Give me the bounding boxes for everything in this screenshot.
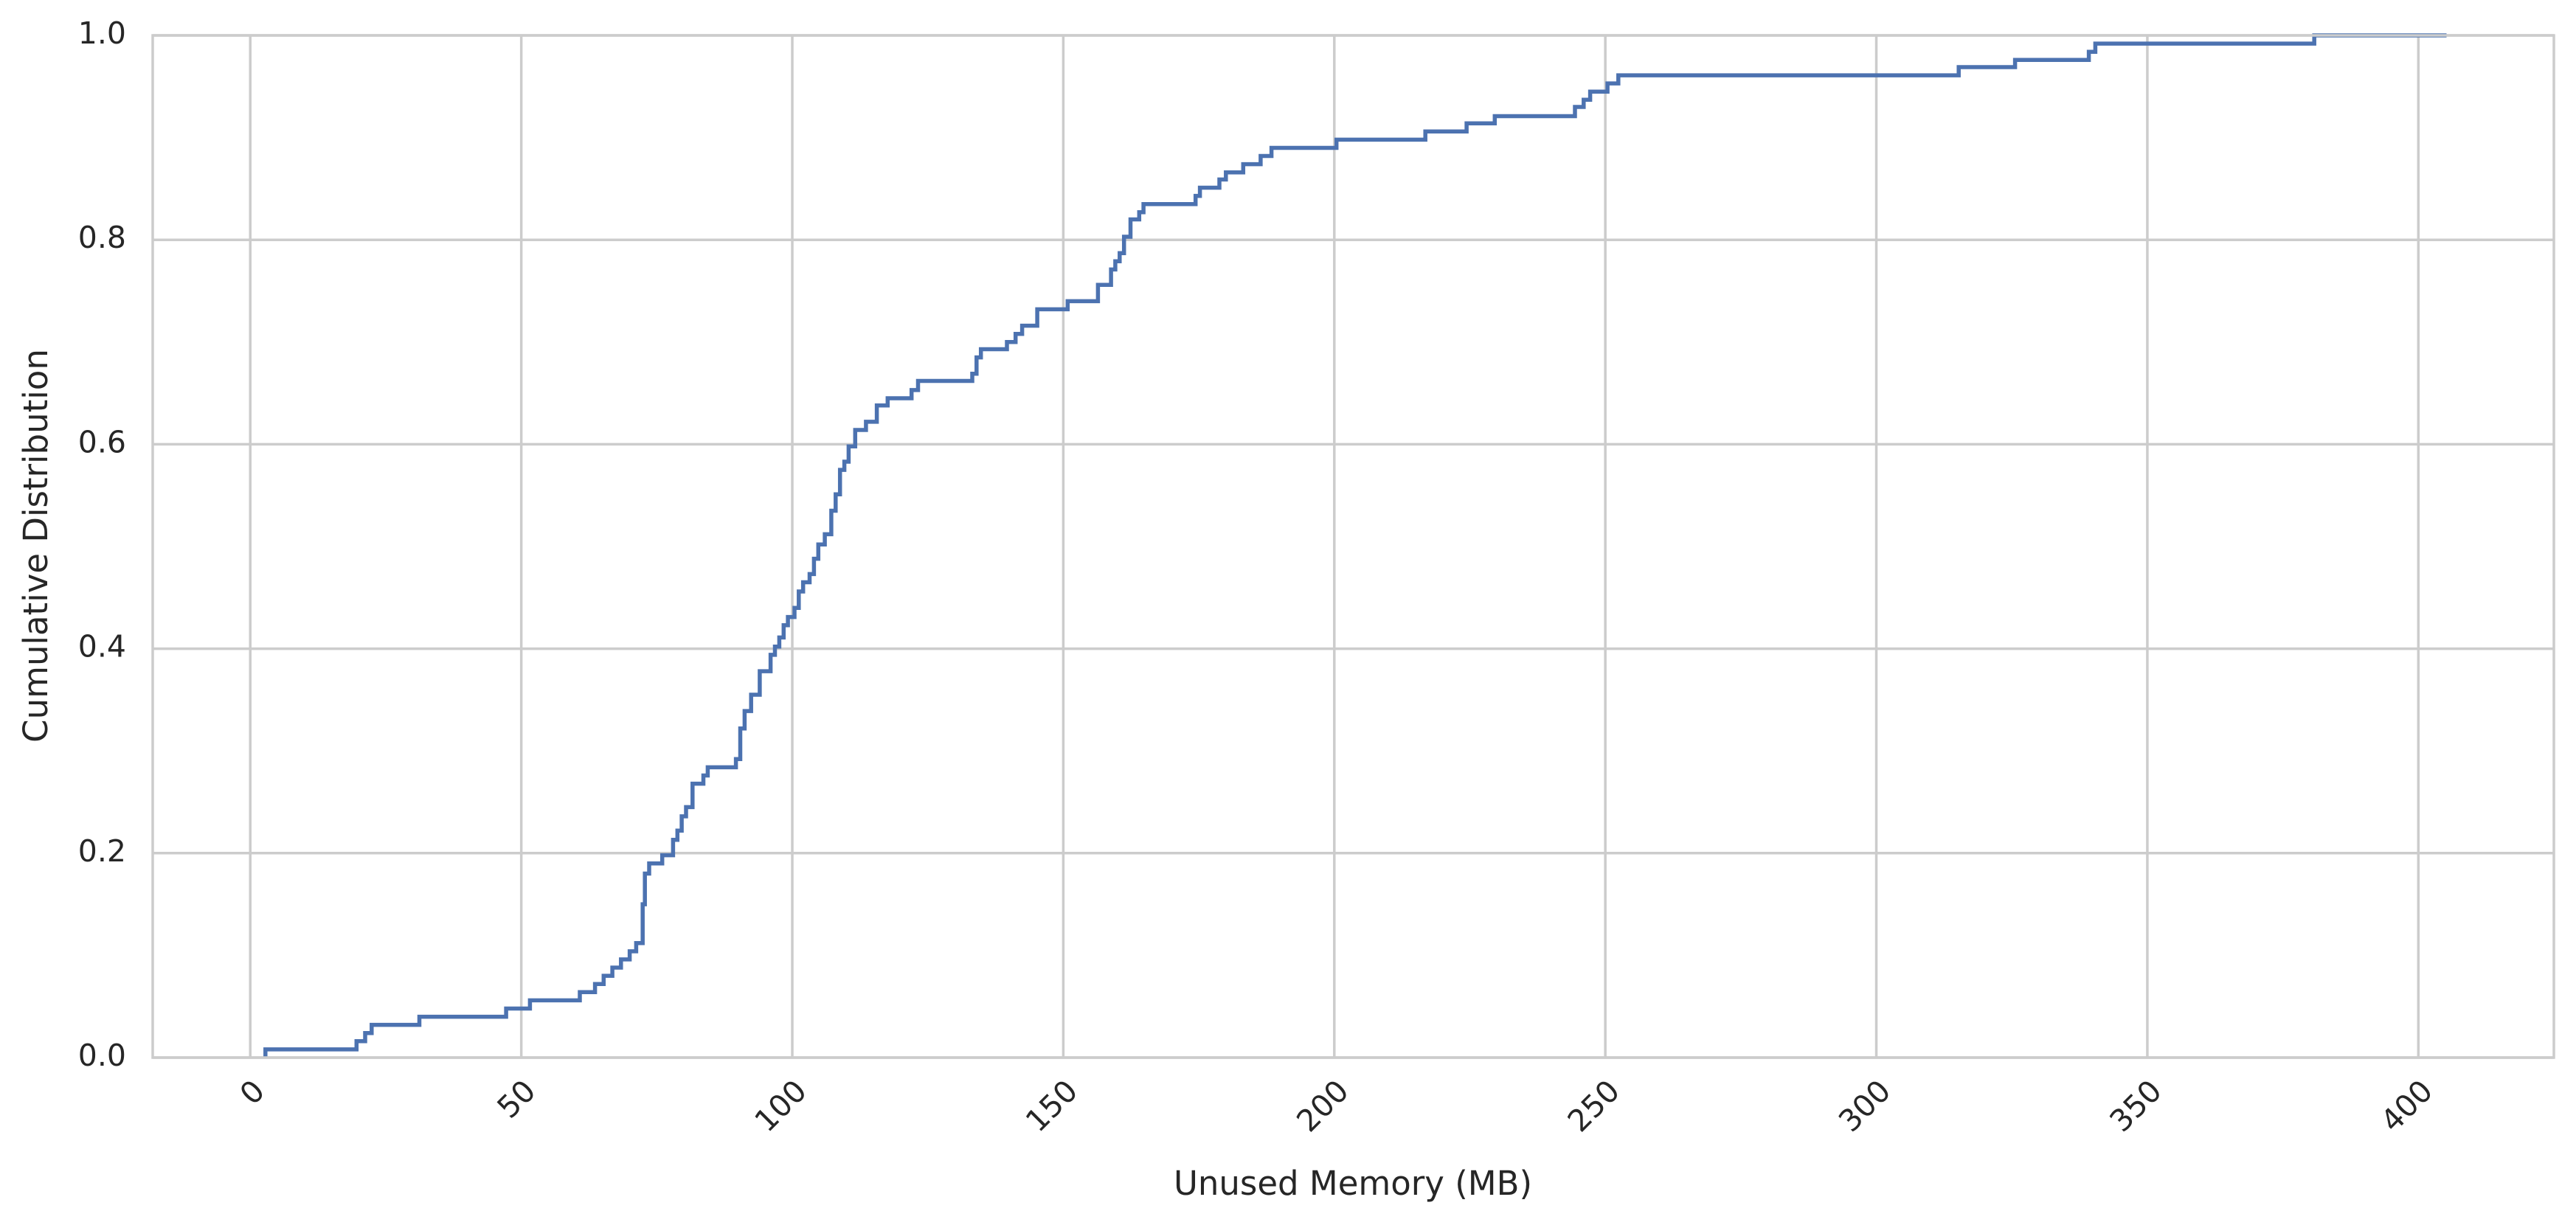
y-tick-label: 0.4 bbox=[78, 629, 126, 664]
x-tick-label: 150 bbox=[1019, 1073, 1084, 1139]
ecdf-series-line bbox=[263, 33, 2447, 1058]
y-tick-label: 0.2 bbox=[78, 833, 126, 869]
x-tick-label: 50 bbox=[491, 1073, 543, 1125]
y-axis-label: Cumulative Distribution bbox=[16, 349, 55, 743]
x-tick-label: 250 bbox=[1561, 1073, 1627, 1139]
series-layer bbox=[263, 33, 2447, 1058]
x-tick-label: 100 bbox=[748, 1073, 814, 1139]
x-axis-label: Unused Memory (MB) bbox=[1174, 1164, 1532, 1203]
x-tick-label: 200 bbox=[1289, 1073, 1355, 1139]
x-tick-labels: 0 50 100 150 200 250 300 350 400 bbox=[233, 1073, 2440, 1139]
x-tick-label: 300 bbox=[1832, 1073, 1897, 1139]
x-tick-label: 400 bbox=[2374, 1073, 2440, 1139]
x-tick-label: 0 bbox=[233, 1073, 271, 1111]
x-tick-label: 350 bbox=[2102, 1073, 2168, 1139]
plot-frame bbox=[151, 34, 2555, 1059]
y-tick-label: 0.8 bbox=[78, 220, 126, 255]
y-tick-labels: 0.0 0.2 0.4 0.6 0.8 1.0 bbox=[78, 15, 126, 1073]
grid-lines bbox=[153, 34, 2554, 1059]
y-tick-label: 0.0 bbox=[78, 1038, 126, 1073]
y-tick-label: 1.0 bbox=[78, 15, 126, 51]
y-tick-label: 0.6 bbox=[78, 424, 126, 459]
